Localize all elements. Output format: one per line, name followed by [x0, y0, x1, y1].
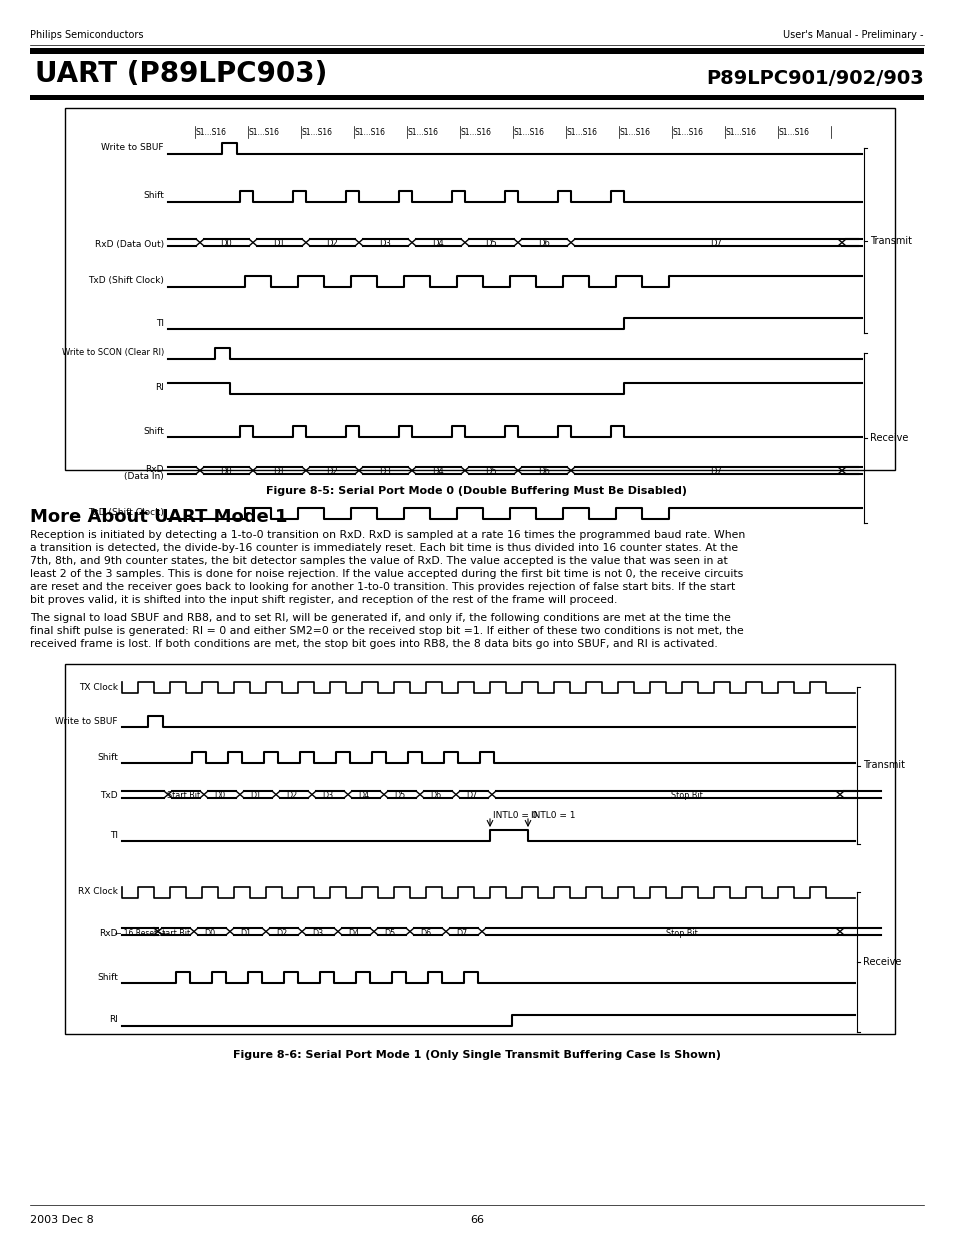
Text: TI: TI: [156, 319, 164, 327]
Text: Write to SCON (Clear RI): Write to SCON (Clear RI): [62, 348, 164, 357]
Bar: [30, 48, 923, 54]
Text: D3: D3: [379, 240, 391, 248]
Text: UART (P89LPC903): UART (P89LPC903): [35, 61, 327, 88]
Text: D0: D0: [220, 468, 233, 477]
Text: P89LPC901/902/903: P89LPC901/902/903: [705, 69, 923, 88]
Text: TxD (Shift Clock): TxD (Shift Clock): [88, 277, 164, 285]
Text: D0: D0: [214, 792, 225, 800]
Text: S1...S16: S1...S16: [619, 128, 650, 137]
Text: final shift pulse is generated: RI = 0 and either SM2=0 or the received stop bit: final shift pulse is generated: RI = 0 a…: [30, 626, 743, 636]
Text: D5: D5: [485, 468, 497, 477]
Text: are reset and the receiver goes back to looking for another 1-to-0 transition. T: are reset and the receiver goes back to …: [30, 582, 735, 592]
Text: RI: RI: [155, 384, 164, 393]
Text: S1...S16: S1...S16: [355, 128, 386, 137]
Text: S1...S16: S1...S16: [672, 128, 703, 137]
Text: Start Bit: Start Bit: [157, 929, 191, 937]
Text: 7th, 8th, and 9th counter states, the bit detector samples the value of RxD. The: 7th, 8th, and 9th counter states, the bi…: [30, 556, 727, 566]
Text: Receive: Receive: [862, 957, 901, 967]
Text: S1...S16: S1...S16: [195, 128, 227, 137]
Text: D6: D6: [538, 240, 550, 248]
Text: Shift: Shift: [97, 752, 118, 762]
Text: Philips Semiconductors: Philips Semiconductors: [30, 30, 143, 40]
Text: Shift: Shift: [143, 191, 164, 200]
Text: 2003 Dec 8: 2003 Dec 8: [30, 1215, 93, 1225]
Text: D5: D5: [384, 929, 395, 937]
Text: (Data In): (Data In): [124, 473, 164, 482]
Text: INTL0 = 1: INTL0 = 1: [531, 811, 575, 820]
Text: RxD (Data Out): RxD (Data Out): [94, 240, 164, 248]
Text: D4: D4: [432, 468, 444, 477]
Text: Figure 8-5: Serial Port Mode 0 (Double Buffering Must Be Disabled): Figure 8-5: Serial Port Mode 0 (Double B…: [266, 487, 687, 496]
Text: D7: D7: [710, 240, 721, 248]
Text: D7: D7: [466, 792, 477, 800]
Text: received frame is lost. If both conditions are met, the stop bit goes into RB8, : received frame is lost. If both conditio…: [30, 638, 717, 650]
Text: D3: D3: [379, 468, 391, 477]
Text: Receive: Receive: [869, 433, 907, 443]
Text: D6: D6: [430, 792, 441, 800]
Text: TxD: TxD: [100, 792, 118, 800]
Text: Stop Bit: Stop Bit: [665, 929, 697, 937]
Text: Start Bit: Start Bit: [168, 792, 200, 800]
Text: ← 16 Reset →: ← 16 Reset →: [114, 929, 165, 937]
Text: Transmit: Transmit: [869, 236, 911, 246]
Text: D4: D4: [358, 792, 369, 800]
Text: D2: D2: [286, 792, 297, 800]
Text: INTL0 = 0: INTL0 = 0: [493, 811, 537, 820]
Text: Write to SBUF: Write to SBUF: [101, 143, 164, 152]
Text: Shift: Shift: [143, 426, 164, 436]
Text: D4: D4: [348, 929, 359, 937]
Text: D2: D2: [326, 240, 338, 248]
Text: D6: D6: [538, 468, 550, 477]
Text: S1...S16: S1...S16: [460, 128, 492, 137]
Text: Reception is initiated by detecting a 1-to-0 transition on RxD. RxD is sampled a: Reception is initiated by detecting a 1-…: [30, 530, 744, 540]
Text: The signal to load SBUF and RB8, and to set RI, will be generated if, and only i: The signal to load SBUF and RB8, and to …: [30, 613, 730, 622]
Text: D5: D5: [394, 792, 405, 800]
Text: D4: D4: [432, 240, 444, 248]
Text: D1: D1: [240, 929, 252, 937]
Text: bit proves valid, it is shifted into the input shift register, and reception of : bit proves valid, it is shifted into the…: [30, 595, 617, 605]
Text: Shift: Shift: [97, 972, 118, 982]
Text: least 2 of the 3 samples. This is done for noise rejection. If the value accepte: least 2 of the 3 samples. This is done f…: [30, 569, 742, 579]
Text: D1: D1: [274, 240, 285, 248]
Text: More About UART Mode 1: More About UART Mode 1: [30, 508, 287, 526]
Text: RxD: RxD: [146, 464, 164, 473]
Text: TX Clock: TX Clock: [79, 683, 118, 692]
Text: S1...S16: S1...S16: [514, 128, 544, 137]
Bar: [30, 95, 923, 100]
Text: RX Clock: RX Clock: [78, 888, 118, 897]
Text: D2: D2: [326, 468, 338, 477]
Text: D1: D1: [251, 792, 261, 800]
Bar: [65, 664, 894, 1034]
Text: TI: TI: [110, 830, 118, 840]
Text: a transition is detected, the divide-by-16 counter is immediately reset. Each bi: a transition is detected, the divide-by-…: [30, 543, 738, 553]
Text: Transmit: Transmit: [862, 761, 904, 771]
Text: D2: D2: [276, 929, 287, 937]
Bar: [65, 107, 894, 471]
Text: D0: D0: [220, 240, 233, 248]
Text: S1...S16: S1...S16: [779, 128, 809, 137]
Text: 66: 66: [470, 1215, 483, 1225]
Text: Figure 8-6: Serial Port Mode 1 (Only Single Transmit Buffering Case Is Shown): Figure 8-6: Serial Port Mode 1 (Only Sin…: [233, 1050, 720, 1060]
Text: D7: D7: [710, 468, 721, 477]
Text: D0: D0: [204, 929, 215, 937]
Text: Write to SBUF: Write to SBUF: [55, 716, 118, 725]
Text: RxD: RxD: [99, 929, 118, 937]
Text: RI: RI: [109, 1015, 118, 1025]
Text: S1...S16: S1...S16: [302, 128, 333, 137]
Text: D7: D7: [456, 929, 467, 937]
Text: Stop Bit: Stop Bit: [670, 792, 701, 800]
Text: S1...S16: S1...S16: [249, 128, 280, 137]
Text: D3: D3: [322, 792, 334, 800]
Text: D6: D6: [420, 929, 431, 937]
Text: TxD (Shift Clock): TxD (Shift Clock): [88, 509, 164, 517]
Text: User's Manual - Preliminary -: User's Manual - Preliminary -: [782, 30, 923, 40]
Text: D5: D5: [485, 240, 497, 248]
Text: D1: D1: [274, 468, 285, 477]
Text: D3: D3: [313, 929, 323, 937]
Text: S1...S16: S1...S16: [408, 128, 438, 137]
Text: S1...S16: S1...S16: [566, 128, 598, 137]
Text: S1...S16: S1...S16: [725, 128, 757, 137]
